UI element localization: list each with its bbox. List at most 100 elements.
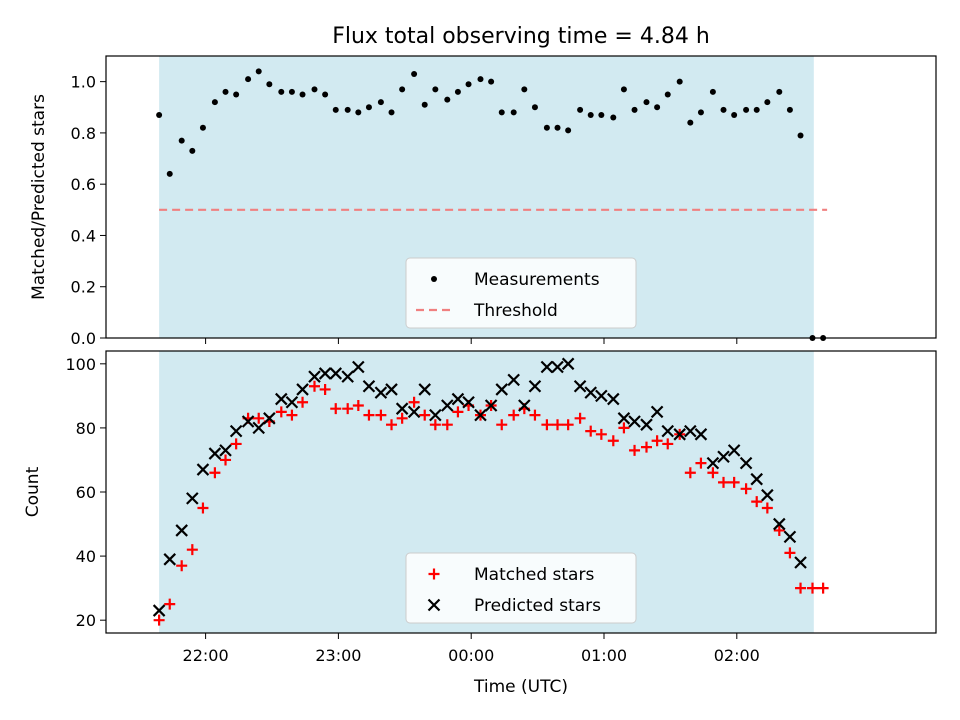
measurement-point <box>477 76 484 83</box>
y-axis-label: Matched/Predicted stars <box>29 94 49 300</box>
measurement-point <box>245 76 252 83</box>
measurement-point <box>189 147 196 154</box>
matched-stars-point <box>429 419 441 431</box>
matched-stars-point <box>496 419 508 431</box>
y-tick-label: 0.2 <box>71 278 96 297</box>
predicted-stars-point <box>219 444 232 457</box>
series-measurements <box>156 68 827 341</box>
matched-stars-point <box>607 435 619 447</box>
predicted-stars-point <box>341 370 354 383</box>
measurement-point <box>598 111 605 118</box>
measurement-point <box>178 137 185 144</box>
matched-stars-point <box>784 547 796 559</box>
matched-stars-point <box>330 403 342 415</box>
x-tick-label: 02:00 <box>714 646 760 665</box>
matched-stars-point <box>773 524 785 536</box>
measurement-point <box>233 91 240 98</box>
legend-label: Measurements <box>474 270 600 290</box>
matched-stars-point <box>342 403 354 415</box>
measurement-point <box>222 88 229 95</box>
predicted-stars-point <box>252 421 265 435</box>
matched-stars-point <box>209 467 221 479</box>
star-count-panel: 20 40 60 80 100 22:00 23:00 00:00 01:00 02:00 Coun… <box>23 350 937 665</box>
predicted-stars-point <box>484 399 498 412</box>
measurement-point <box>332 106 339 113</box>
matched-stars-point <box>629 444 641 456</box>
x-tick-label: 00:00 <box>448 646 494 665</box>
predicted-stars-point <box>196 463 210 476</box>
y-tick-label: 20 <box>76 611 96 630</box>
predicted-stars-point <box>561 357 575 371</box>
measurement-point <box>643 99 650 106</box>
matched-stars-point <box>651 435 663 447</box>
matched-stars-point <box>529 409 541 421</box>
predicted-stars-point <box>761 488 774 502</box>
measurement-point <box>432 86 439 93</box>
measurement-point <box>531 104 538 111</box>
matched-stars-point <box>806 582 818 594</box>
y-axis-label: Count <box>23 466 43 517</box>
predicted-stars-point <box>617 412 631 425</box>
legend: Matched stars Predicted stars <box>405 552 637 624</box>
x-tick-label: 01:00 <box>581 646 627 665</box>
matched-stars-point <box>740 483 752 495</box>
measurement-point <box>156 111 163 118</box>
matched-stars-point <box>352 399 364 411</box>
predicted-stars-point <box>451 392 465 406</box>
predicted-stars-point <box>551 360 564 374</box>
matched-stars-point <box>595 428 607 440</box>
x-axis-label: Time (UTC) <box>473 677 568 697</box>
measurement-point <box>577 106 584 113</box>
measurement-point <box>687 119 694 126</box>
measurement-point <box>266 81 273 88</box>
y-tick-label: 40 <box>76 547 96 566</box>
measurement-point <box>365 104 372 111</box>
matched-stars-point <box>396 412 408 424</box>
measurement-point <box>776 88 783 95</box>
measurement-point <box>709 88 716 95</box>
predicted-stars-point <box>739 456 753 470</box>
measurement-point <box>610 114 617 121</box>
matched-stars-point <box>795 582 807 594</box>
matched-stars-point <box>640 441 652 453</box>
matched-stars-point <box>695 457 707 469</box>
measurement-point <box>278 88 285 95</box>
predicted-stars-point <box>152 604 166 617</box>
predicted-stars-point <box>750 472 763 486</box>
y-tick-label: 0.0 <box>71 329 96 348</box>
measurement-point <box>631 106 638 113</box>
y-tick-label: 100 <box>65 355 96 374</box>
matched-stars-point <box>197 502 209 514</box>
matched-stars-point <box>728 476 740 488</box>
matched-stars-point <box>319 383 331 395</box>
predicted-stars-point <box>783 530 797 544</box>
flux-ratio-panel: 0.0 0.2 0.4 0.6 0.8 1.0 Matched/Predicted star… <box>29 55 937 348</box>
predicted-stars-point <box>717 450 730 464</box>
matched-stars-point <box>186 544 198 556</box>
predicted-stars-point <box>518 399 531 412</box>
x-tick-label: 23:00 <box>315 646 361 665</box>
predicted-stars-point <box>229 424 243 438</box>
measurement-point <box>786 106 793 113</box>
predicted-stars-point <box>407 405 421 419</box>
predicted-stars-point <box>441 399 454 412</box>
predicted-stars-point <box>650 405 664 419</box>
measurement-point <box>676 78 683 85</box>
predicted-stars-point <box>275 392 288 406</box>
matched-stars-point <box>275 406 287 418</box>
matched-stars-point <box>419 409 431 421</box>
predicted-stars-point <box>263 412 276 425</box>
legend-label: Threshold <box>473 301 558 321</box>
predicted-stars-point <box>661 424 675 438</box>
predicted-stars-point <box>296 383 309 396</box>
predicted-stars-point <box>495 383 509 396</box>
legend-measurement-swatch <box>431 276 437 282</box>
matched-stars-point <box>662 438 674 450</box>
y-tick-label: 1.0 <box>71 73 96 92</box>
y-tick-label: 80 <box>76 419 96 438</box>
predicted-stars-point <box>186 492 199 505</box>
matched-stars-point <box>761 502 773 514</box>
measurement-point <box>720 106 727 113</box>
legend-label: Predicted stars <box>474 596 601 616</box>
